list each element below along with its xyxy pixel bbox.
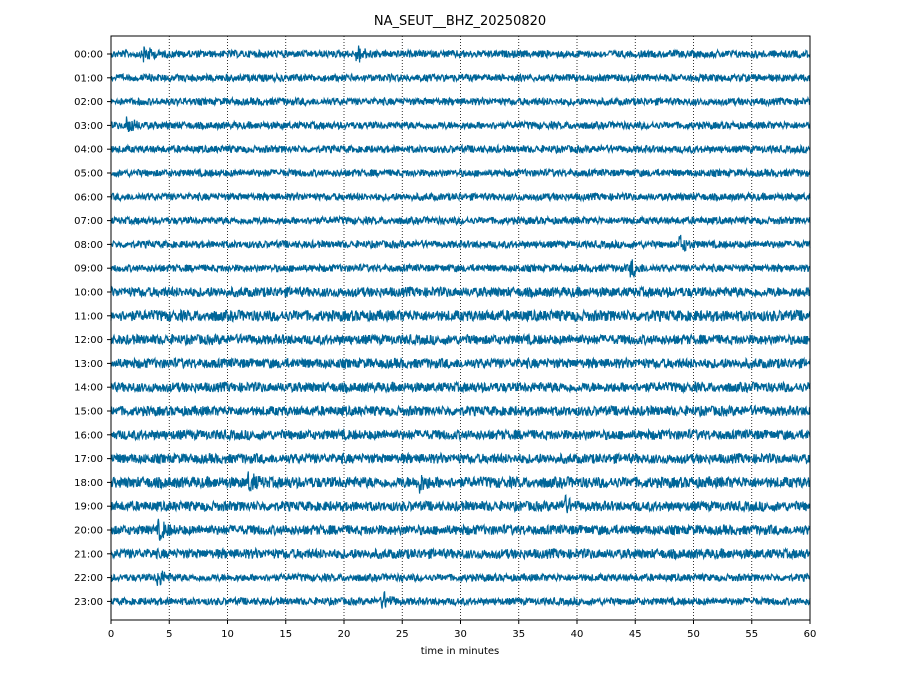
trace-row [110,116,811,133]
trace-row [110,71,811,84]
y-tick-label: 01:00 [74,73,103,84]
y-tick-label: 23:00 [74,597,103,608]
trace-row [110,285,811,299]
trace-row [110,308,811,324]
x-tick-label: 45 [629,629,642,640]
y-axis: 00:00 01:00 02:00 03:00 04:00 05:00 06:00 07:00… [74,50,111,608]
x-tick-label: 40 [571,629,584,640]
trace-row [110,518,811,541]
x-tick-label: 30 [454,629,467,640]
y-tick-label: 13:00 [74,359,103,370]
y-tick-label: 09:00 [74,264,103,275]
x-tick-label: 10 [221,629,234,640]
x-tick-label: 35 [512,629,525,640]
y-tick-label: 07:00 [74,216,103,227]
trace-row [110,451,811,466]
y-tick-label: 14:00 [74,383,103,394]
trace-row [110,427,811,442]
x-tick-label: 25 [396,629,409,640]
trace-row [110,95,811,108]
trace-row [110,380,811,395]
trace-row [110,191,811,203]
trace-row [110,214,811,227]
y-tick-label: 18:00 [74,478,103,489]
y-tick-label: 15:00 [74,407,103,418]
x-tick-label: 55 [745,629,758,640]
x-tick-label: 0 [108,629,114,640]
y-tick-label: 04:00 [74,145,103,156]
y-tick-label: 03:00 [74,121,103,132]
y-tick-label: 16:00 [74,430,103,441]
y-tick-label: 19:00 [74,502,103,513]
trace-row [110,546,811,561]
y-tick-label: 12:00 [74,335,103,346]
x-tick-label: 50 [687,629,700,640]
y-tick-label: 08:00 [74,240,103,251]
y-tick-label: 17:00 [74,454,103,465]
y-tick-label: 21:00 [74,549,103,560]
trace-row [110,167,811,179]
y-tick-label: 02:00 [74,97,103,108]
x-tick-label: 15 [279,629,292,640]
x-tick-label: 5 [166,629,172,640]
y-tick-label: 22:00 [74,573,103,584]
trace-row [110,332,811,347]
trace-row [110,404,811,418]
y-tick-label: 05:00 [74,169,103,180]
x-axis: 0 5 10 15 20 25 30 35 40 45 50 55 60 [108,620,817,640]
trace-row [110,356,811,370]
trace-row [110,143,811,155]
trace-row [110,259,811,279]
trace-row [110,591,811,609]
chart-title: NA_SEUT__BHZ_20250820 [374,14,546,29]
trace-row [110,570,811,586]
trace-row [110,494,811,514]
trace-row [110,45,811,63]
x-axis-label: time in minutes [421,646,500,657]
y-tick-label: 20:00 [74,526,103,537]
y-tick-label: 06:00 [74,192,103,203]
x-tick-label: 20 [338,629,351,640]
y-tick-label: 00:00 [74,50,103,61]
y-tick-label: 11:00 [74,311,103,322]
trace-row [110,471,811,494]
y-tick-label: 10:00 [74,288,103,299]
x-tick-label: 60 [804,629,817,640]
trace-group [110,45,811,609]
trace-row [110,234,811,252]
grid-lines [168,36,753,620]
